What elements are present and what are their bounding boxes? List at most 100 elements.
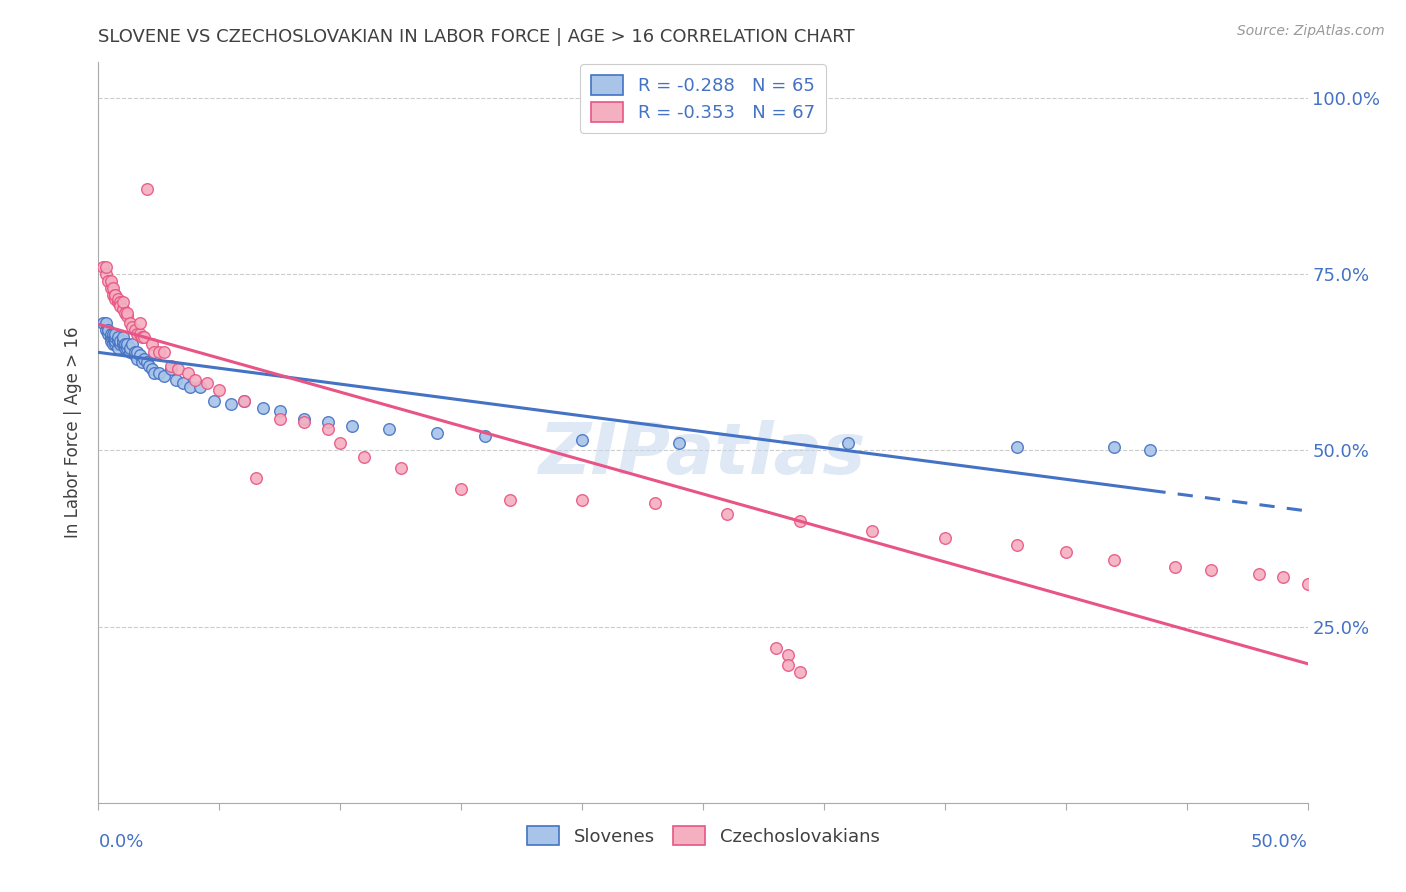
Point xyxy=(104,292,127,306)
Point xyxy=(135,182,157,196)
Point xyxy=(342,418,364,433)
Point xyxy=(111,334,134,348)
Point xyxy=(111,302,134,317)
Point xyxy=(124,348,146,362)
Point xyxy=(644,496,666,510)
Point xyxy=(571,433,593,447)
Point xyxy=(94,323,117,337)
Point xyxy=(121,337,143,351)
Point xyxy=(127,351,149,366)
Point xyxy=(776,658,799,673)
Point xyxy=(131,355,153,369)
Point xyxy=(128,316,150,330)
Point xyxy=(91,316,114,330)
Point xyxy=(94,316,117,330)
Point xyxy=(789,514,811,528)
Point xyxy=(97,274,120,288)
Y-axis label: In Labor Force | Age > 16: In Labor Force | Age > 16 xyxy=(65,326,83,539)
Point xyxy=(208,384,231,398)
Point xyxy=(1054,545,1077,559)
Text: ZIPatlas: ZIPatlas xyxy=(540,420,866,490)
Point xyxy=(1272,570,1295,584)
Point xyxy=(127,326,149,341)
Point xyxy=(128,326,150,341)
Legend: Slovenes, Czechoslovakians: Slovenes, Czechoslovakians xyxy=(519,819,887,853)
Point xyxy=(100,326,122,341)
Point xyxy=(1139,443,1161,458)
Point xyxy=(316,422,339,436)
Point xyxy=(152,344,174,359)
Point xyxy=(426,425,449,440)
Point xyxy=(141,337,163,351)
Text: 0.0%: 0.0% xyxy=(98,833,143,851)
Point xyxy=(316,415,339,429)
Point xyxy=(143,366,166,380)
Point xyxy=(131,330,153,344)
Point xyxy=(329,436,352,450)
Point xyxy=(498,492,520,507)
Point xyxy=(269,404,291,418)
Point xyxy=(101,330,124,344)
Point xyxy=(837,436,859,450)
Point xyxy=(118,341,141,355)
Point xyxy=(128,348,150,362)
Point xyxy=(1007,538,1029,552)
Point xyxy=(138,359,160,373)
Point xyxy=(107,341,129,355)
Point xyxy=(121,319,143,334)
Point xyxy=(104,326,127,341)
Point xyxy=(107,334,129,348)
Point xyxy=(789,665,811,680)
Point xyxy=(165,373,187,387)
Point xyxy=(117,337,139,351)
Point xyxy=(100,334,122,348)
Point xyxy=(108,337,131,351)
Point xyxy=(179,380,201,394)
Point xyxy=(111,337,134,351)
Point xyxy=(101,288,124,302)
Point xyxy=(104,337,127,351)
Text: 50.0%: 50.0% xyxy=(1251,833,1308,851)
Point xyxy=(1102,440,1125,454)
Point xyxy=(221,397,243,411)
Point xyxy=(195,376,218,391)
Point xyxy=(118,316,141,330)
Point xyxy=(94,260,117,274)
Point xyxy=(124,344,146,359)
Point xyxy=(104,334,127,348)
Text: SLOVENE VS CZECHOSLOVAKIAN IN LABOR FORCE | AGE > 16 CORRELATION CHART: SLOVENE VS CZECHOSLOVAKIAN IN LABOR FORC… xyxy=(98,28,855,45)
Point xyxy=(97,323,120,337)
Point xyxy=(450,482,472,496)
Point xyxy=(104,288,127,302)
Point xyxy=(108,295,131,310)
Point xyxy=(107,295,129,310)
Point xyxy=(232,393,254,408)
Point xyxy=(765,640,787,655)
Point xyxy=(571,492,593,507)
Point xyxy=(1102,552,1125,566)
Point xyxy=(94,267,117,281)
Point xyxy=(100,330,122,344)
Point xyxy=(104,330,127,344)
Point xyxy=(204,393,226,408)
Point xyxy=(101,326,124,341)
Point xyxy=(118,344,141,359)
Point xyxy=(100,281,122,295)
Point xyxy=(353,450,375,465)
Point xyxy=(124,323,146,337)
Point xyxy=(389,461,412,475)
Point xyxy=(1163,559,1185,574)
Point xyxy=(776,648,799,662)
Point xyxy=(148,366,170,380)
Point xyxy=(184,373,207,387)
Text: Source: ZipAtlas.com: Source: ZipAtlas.com xyxy=(1237,24,1385,38)
Point xyxy=(107,292,129,306)
Point xyxy=(108,334,131,348)
Point xyxy=(135,355,157,369)
Point xyxy=(134,330,156,344)
Point xyxy=(1007,440,1029,454)
Point xyxy=(160,362,183,376)
Point xyxy=(114,337,136,351)
Point xyxy=(716,507,738,521)
Point xyxy=(474,429,496,443)
